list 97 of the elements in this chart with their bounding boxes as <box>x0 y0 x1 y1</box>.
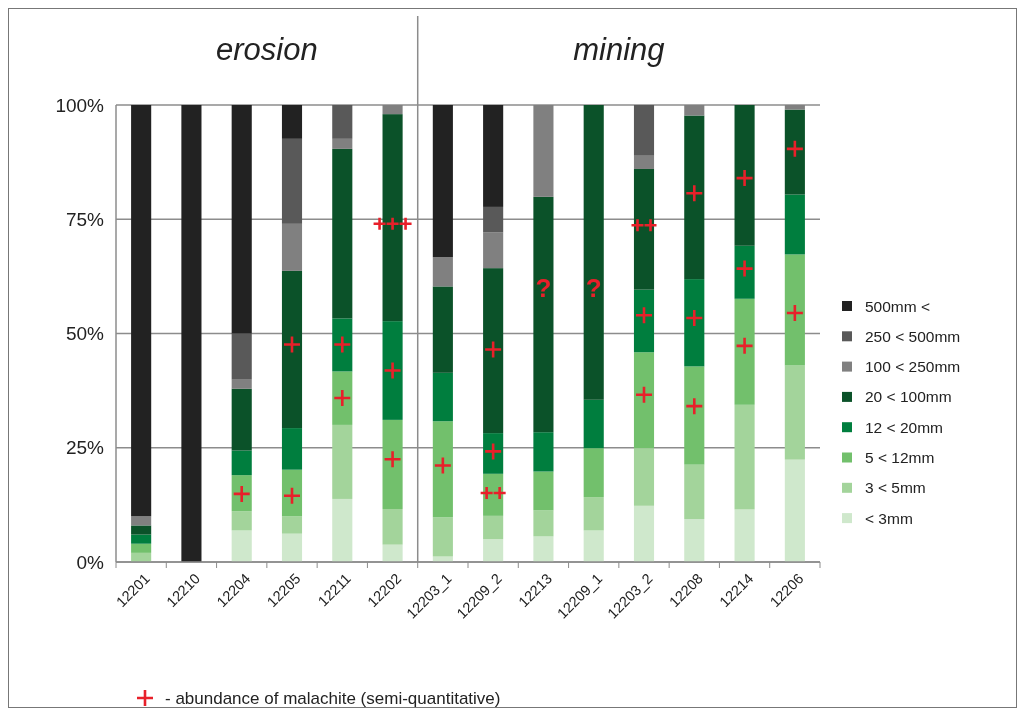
y-tick-label: 0% <box>76 551 105 573</box>
legend-label: 500mm < <box>865 297 931 315</box>
bar <box>684 519 705 562</box>
text: erosion <box>216 32 318 67</box>
bar <box>483 268 504 434</box>
bar <box>583 530 604 562</box>
bar <box>231 388 252 451</box>
bar <box>281 533 303 562</box>
bar <box>131 525 152 535</box>
bar <box>583 105 604 400</box>
bar <box>734 245 755 299</box>
legend-label: - abundance of malachite (semi-quantitative) <box>165 688 501 708</box>
bar <box>432 257 453 287</box>
bar <box>533 432 554 472</box>
bar <box>483 206 504 233</box>
bar <box>382 544 403 562</box>
bar <box>281 469 303 517</box>
bar <box>483 515 504 540</box>
legend-label: < 3mm <box>865 509 913 527</box>
bar <box>483 433 504 474</box>
bar <box>332 424 353 499</box>
bar <box>281 138 303 224</box>
bar <box>633 289 655 353</box>
bar <box>281 428 303 470</box>
bar <box>784 109 805 195</box>
bar <box>583 448 604 498</box>
legend-label: 12 < 20mm <box>865 418 943 436</box>
bar <box>332 148 353 319</box>
bar <box>432 286 453 373</box>
bar <box>131 105 152 517</box>
bar <box>382 114 403 322</box>
bar <box>633 352 655 449</box>
bar <box>734 509 755 562</box>
annotation: ? <box>585 272 602 303</box>
bar <box>332 105 353 139</box>
y-tick-label: 100% <box>55 94 105 116</box>
bar <box>332 138 353 149</box>
bar <box>432 105 453 258</box>
y-tick-label: 50% <box>65 323 105 344</box>
bar <box>684 279 705 367</box>
bar <box>483 105 504 207</box>
bar <box>784 365 805 460</box>
bar <box>583 399 604 449</box>
bar <box>583 497 604 531</box>
bar <box>734 404 755 510</box>
legend-label: 3 < 5mm <box>865 479 926 497</box>
text: mining <box>573 32 665 67</box>
bar <box>231 475 252 512</box>
bar <box>633 448 655 506</box>
bar <box>533 196 554 433</box>
bar <box>684 115 705 280</box>
legend-label: 20 < 100mm <box>865 388 952 406</box>
legend-label: 5 < 12mm <box>865 449 935 466</box>
bar <box>633 505 655 562</box>
bar <box>231 511 252 531</box>
bar <box>131 543 152 553</box>
bar <box>382 419 403 509</box>
legend-label: 100 < 250mm <box>865 358 961 376</box>
bar <box>131 534 152 544</box>
y-tick-label: 75% <box>65 208 105 230</box>
bar <box>483 232 504 269</box>
bar <box>633 105 655 156</box>
bar <box>734 298 755 405</box>
bar <box>633 155 655 169</box>
bar <box>533 510 554 537</box>
bar <box>382 321 403 420</box>
bar <box>382 508 403 545</box>
bar <box>784 194 805 255</box>
bar <box>281 105 303 139</box>
bar <box>181 105 202 562</box>
bar <box>533 536 554 562</box>
bar <box>131 516 152 526</box>
bar <box>432 517 453 557</box>
bar <box>533 471 554 511</box>
bar <box>483 539 504 562</box>
bar <box>231 450 252 476</box>
bar <box>432 372 453 422</box>
bar <box>332 498 353 562</box>
bar <box>231 379 252 389</box>
bar <box>281 223 303 271</box>
annotation: ? <box>535 272 552 303</box>
bar <box>684 464 705 520</box>
bar <box>784 254 805 366</box>
legend-label: 250 < 500mm <box>865 327 961 345</box>
bar <box>332 318 353 372</box>
bar <box>231 105 252 334</box>
y-tick-label: 25% <box>65 437 105 459</box>
bar <box>231 530 252 562</box>
bar <box>734 105 755 246</box>
bar <box>281 270 303 429</box>
bar <box>684 366 705 465</box>
bar <box>784 459 805 562</box>
bar <box>432 421 453 518</box>
bar <box>332 371 353 425</box>
bar <box>633 168 655 290</box>
bar <box>281 516 303 534</box>
bar <box>231 333 252 380</box>
